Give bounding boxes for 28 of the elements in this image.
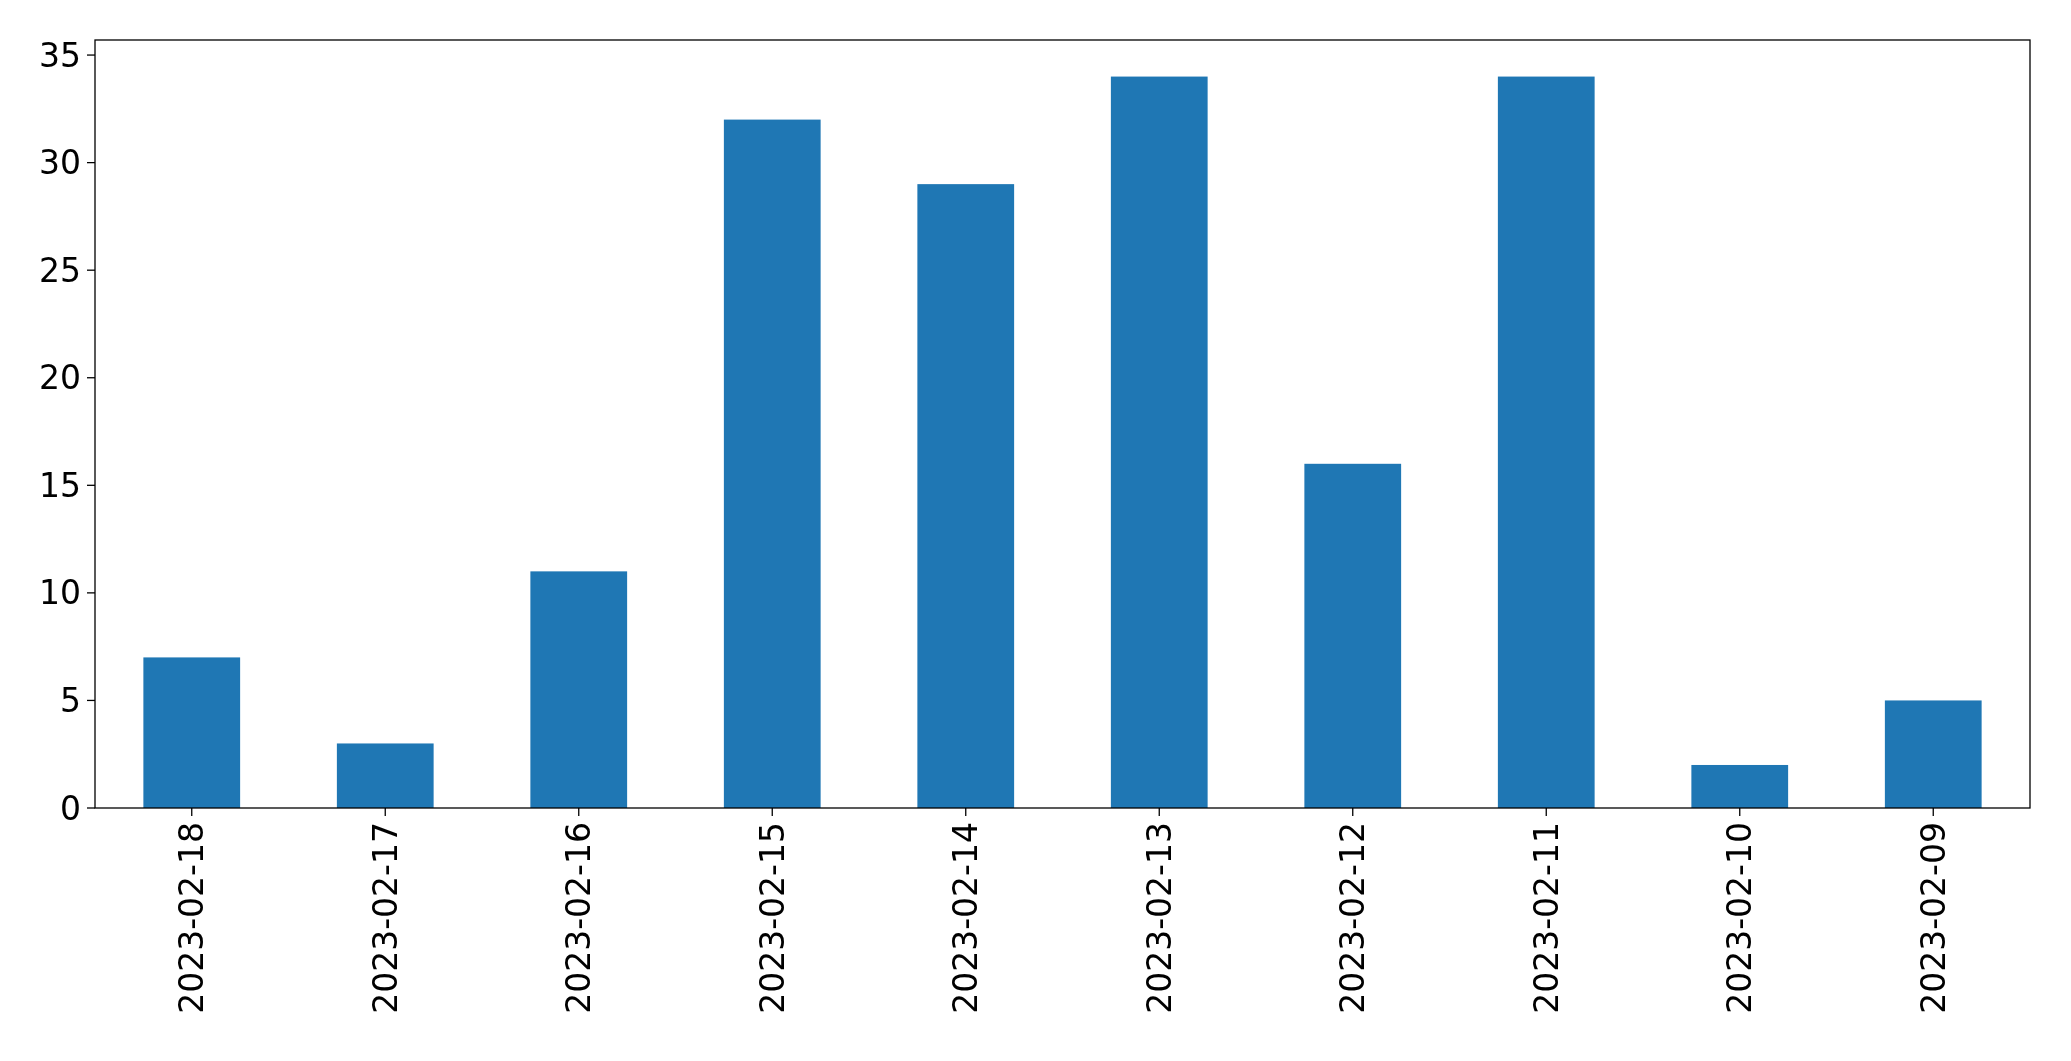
bar [1691, 764, 1789, 808]
x-tick-label: 2023-02-09 [1913, 822, 1953, 1014]
y-tick-label: 15 [39, 465, 81, 505]
bar [1304, 463, 1402, 808]
x-tick-label: 2023-02-14 [946, 822, 986, 1014]
bar [143, 657, 241, 808]
bar [917, 184, 1015, 808]
x-tick-label: 2023-02-12 [1333, 822, 1373, 1014]
bar [530, 571, 628, 808]
x-tick-label: 2023-02-17 [365, 822, 405, 1014]
bar [336, 743, 434, 808]
y-tick-label: 0 [60, 788, 81, 828]
y-tick-label: 20 [39, 358, 81, 398]
y-tick-label: 5 [60, 680, 81, 720]
x-tick-label: 2023-02-13 [1139, 822, 1179, 1014]
y-tick-label: 25 [39, 250, 81, 290]
bar [1110, 76, 1208, 808]
x-tick-label: 2023-02-15 [752, 822, 792, 1014]
bar [1884, 700, 1982, 808]
y-tick-label: 35 [39, 35, 81, 75]
y-tick-label: 30 [39, 143, 81, 183]
y-tick-label: 10 [39, 573, 81, 613]
x-tick-label: 2023-02-16 [559, 822, 599, 1014]
bar [723, 119, 821, 808]
x-tick-label: 2023-02-10 [1720, 822, 1760, 1014]
bar [1497, 76, 1595, 808]
x-tick-label: 2023-02-18 [172, 822, 212, 1014]
x-tick-label: 2023-02-11 [1526, 822, 1566, 1014]
